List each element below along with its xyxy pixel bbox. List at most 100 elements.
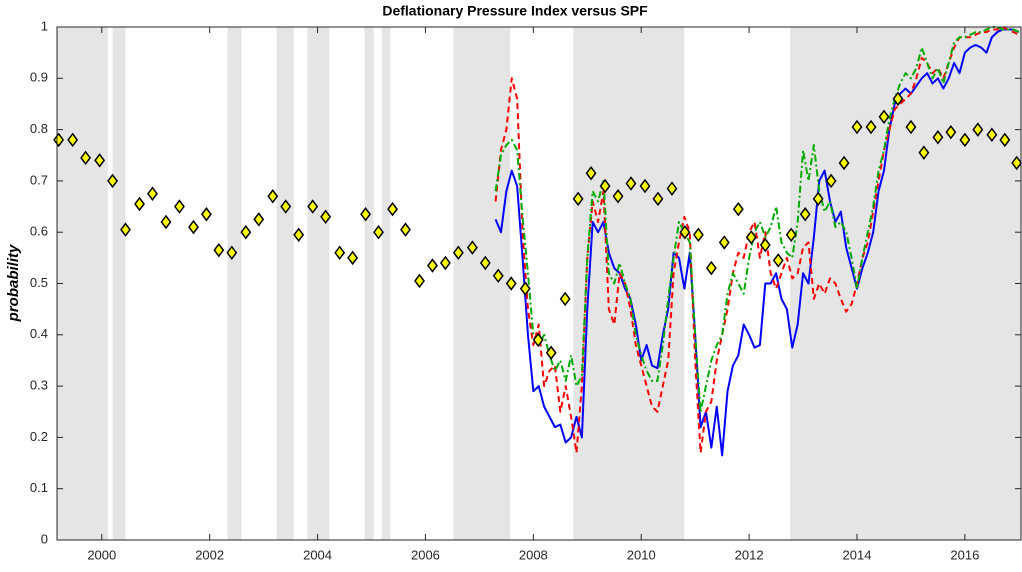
x-tick-label: 2012 bbox=[735, 547, 764, 562]
shaded-period bbox=[381, 27, 391, 540]
spf-marker bbox=[120, 222, 131, 237]
y-tick-label: 0.5 bbox=[30, 275, 48, 290]
y-tick-label: 0.6 bbox=[30, 224, 48, 239]
spf-marker bbox=[492, 268, 504, 284]
spf-marker bbox=[80, 150, 92, 166]
spf-marker bbox=[785, 227, 797, 243]
spf-marker bbox=[639, 178, 651, 194]
x-tick-label: 2014 bbox=[843, 547, 872, 562]
spf-marker bbox=[545, 345, 557, 361]
y-tick-label: 0.4 bbox=[30, 326, 48, 341]
spf-marker bbox=[466, 240, 478, 255]
spf-marker bbox=[347, 250, 359, 266]
spf-marker bbox=[732, 201, 744, 217]
spf-marker bbox=[572, 191, 584, 207]
spf-marker bbox=[1011, 155, 1022, 171]
shaded-period bbox=[453, 27, 511, 540]
shaded-period bbox=[276, 27, 294, 540]
y-axis-label: probability bbox=[5, 244, 22, 322]
y-tick-label: 0.9 bbox=[30, 70, 48, 85]
spf-marker bbox=[692, 227, 704, 243]
spf-marker bbox=[585, 165, 597, 181]
y-tick-label: 0.8 bbox=[30, 121, 48, 136]
series-line bbox=[494, 28, 1020, 457]
spf-marker bbox=[174, 199, 185, 214]
spf-marker bbox=[67, 132, 79, 148]
x-tick-label: 2016 bbox=[950, 547, 979, 562]
y-tick-label: 0.3 bbox=[30, 378, 48, 393]
spf-marker bbox=[838, 155, 850, 171]
shaded-period bbox=[364, 27, 374, 540]
spf-marker bbox=[427, 258, 438, 273]
spf-marker bbox=[799, 206, 811, 222]
spf-marker bbox=[612, 189, 624, 204]
spf-marker bbox=[360, 206, 372, 222]
y-tick-label: 0 bbox=[41, 531, 48, 546]
spf-marker bbox=[865, 119, 877, 135]
shaded-period bbox=[307, 27, 330, 540]
spf-marker bbox=[519, 281, 531, 296]
shaded-period bbox=[227, 27, 242, 540]
x-tick-label: 2010 bbox=[627, 547, 656, 562]
spf-marker bbox=[400, 222, 411, 237]
spf-marker bbox=[320, 209, 332, 225]
chart-title: Deflationary Pressure Index versus SPF bbox=[382, 3, 648, 19]
spf-marker bbox=[679, 224, 691, 240]
spf-marker bbox=[559, 291, 571, 307]
spf-marker bbox=[188, 219, 199, 235]
spf-marker bbox=[625, 176, 637, 191]
spf-marker bbox=[851, 119, 863, 135]
spf-marker bbox=[226, 245, 238, 260]
spf-marker bbox=[414, 273, 425, 289]
shaded-period bbox=[573, 27, 685, 540]
spf-marker bbox=[905, 119, 917, 135]
spf-marker bbox=[532, 332, 544, 348]
spf-marker bbox=[134, 196, 145, 212]
spf-marker bbox=[759, 237, 771, 253]
spf-marker bbox=[147, 186, 158, 201]
shaded-period bbox=[57, 27, 108, 540]
shaded-period bbox=[790, 27, 1021, 540]
spf-marker bbox=[999, 132, 1011, 148]
x-tick-label: 2006 bbox=[411, 547, 440, 562]
series-line bbox=[494, 26, 1020, 413]
spf-marker bbox=[293, 227, 305, 243]
spf-marker bbox=[505, 276, 517, 291]
spf-marker bbox=[253, 212, 265, 227]
x-tick-label: 2002 bbox=[195, 547, 224, 562]
y-tick-label: 1 bbox=[41, 18, 48, 33]
spf-marker bbox=[200, 206, 212, 222]
spf-marker bbox=[334, 245, 346, 260]
spf-marker bbox=[107, 173, 119, 189]
spf-marker bbox=[932, 130, 944, 145]
spf-marker bbox=[986, 127, 998, 142]
spf-marker bbox=[945, 124, 957, 140]
spf-marker bbox=[280, 199, 292, 214]
spf-marker bbox=[959, 132, 971, 148]
spf-marker bbox=[307, 199, 319, 214]
spf-marker bbox=[878, 109, 890, 125]
spf-marker bbox=[892, 91, 904, 107]
spf-marker bbox=[387, 201, 398, 217]
spf-marker bbox=[240, 224, 252, 240]
spf-marker bbox=[53, 132, 65, 148]
spf-marker bbox=[705, 260, 717, 276]
spf-marker bbox=[745, 230, 757, 245]
y-tick-label: 0.2 bbox=[30, 429, 48, 444]
x-tick-label: 2008 bbox=[519, 547, 548, 562]
spf-marker bbox=[666, 181, 678, 196]
spf-marker bbox=[918, 145, 930, 160]
spf-marker bbox=[479, 255, 491, 271]
spf-marker bbox=[373, 224, 384, 240]
spf-marker bbox=[160, 214, 172, 230]
x-tick-label: 2004 bbox=[303, 547, 332, 562]
spf-marker bbox=[812, 191, 824, 207]
spf-marker bbox=[972, 122, 984, 137]
shaded-period bbox=[112, 27, 126, 540]
spf-marker bbox=[772, 253, 784, 268]
y-tick-label: 0.7 bbox=[30, 172, 48, 187]
spf-marker bbox=[599, 178, 611, 194]
spf-marker bbox=[718, 235, 730, 250]
